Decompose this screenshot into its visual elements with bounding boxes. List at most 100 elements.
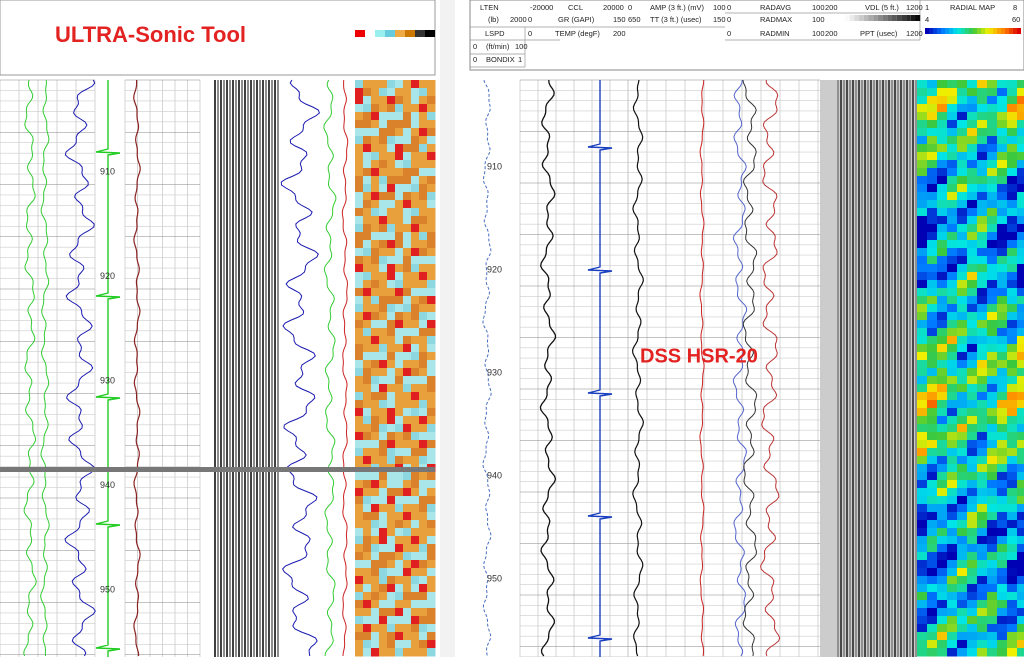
amplitude-map-cell	[371, 96, 380, 105]
amplitude-map-cell	[403, 248, 412, 257]
amplitude-map-cell	[363, 640, 372, 649]
radial-map-cell	[957, 88, 968, 97]
amplitude-map-cell	[371, 640, 380, 649]
radial-map-cell	[967, 208, 978, 217]
amplitude-map-cell	[395, 192, 404, 201]
radial-map-cell	[987, 504, 998, 513]
amplitude-map-cell	[403, 504, 412, 513]
radial-map-cell	[957, 248, 968, 257]
amplitude-map-cell	[379, 456, 388, 465]
radial-map-cell	[997, 280, 1008, 289]
radial-map-cell	[937, 416, 948, 425]
radial-map-cell	[1017, 216, 1024, 225]
radial-map-cell	[957, 120, 968, 129]
radial-map-cell	[1007, 440, 1018, 449]
amplitude-map-cell	[427, 296, 436, 305]
amplitude-map-cell	[371, 528, 380, 537]
amplitude-map-cell	[403, 576, 412, 585]
radial-map-cell	[927, 104, 938, 113]
amplitude-map-cell	[403, 168, 412, 177]
amplitude-map-cell	[395, 208, 404, 217]
radial-map-cell	[917, 568, 928, 577]
radial-map-cell	[957, 608, 968, 617]
radial-map-cell	[977, 520, 988, 529]
amplitude-map-cell	[403, 416, 412, 425]
amplitude-map-cell	[419, 200, 428, 209]
radial-map-cell	[957, 192, 968, 201]
amplitude-map-cell	[419, 504, 428, 513]
tool-label: DSS HSR-20	[640, 345, 758, 367]
amplitude-map-cell	[387, 536, 396, 545]
amplitude-map-cell	[427, 328, 436, 337]
radial-map-cell	[957, 344, 968, 353]
radial-map-cell	[957, 112, 968, 121]
radial-map-cell	[987, 376, 998, 385]
radial-map-cell	[977, 152, 988, 161]
header-cell: 0	[528, 15, 532, 24]
amplitude-map-cell	[411, 112, 420, 121]
radial-map-cell	[1007, 432, 1018, 441]
radial-map-cell	[967, 432, 978, 441]
amplitude-map-cell	[427, 440, 436, 449]
amplitude-map-cell	[387, 200, 396, 209]
radial-map-cell	[917, 192, 928, 201]
amplitude-map-cell	[355, 376, 364, 385]
radial-map-cell	[997, 96, 1008, 105]
amplitude-map-cell	[387, 552, 396, 561]
amplitude-map-cell	[427, 528, 436, 537]
radial-map-cell	[977, 328, 988, 337]
amplitude-map-cell	[379, 144, 388, 153]
radial-map-cell	[1007, 480, 1018, 489]
radial-map-cell	[997, 592, 1008, 601]
radial-map-cell	[1007, 464, 1018, 473]
amplitude-map-cell	[395, 424, 404, 433]
amplitude-map-cell	[363, 544, 372, 553]
radial-map-cell	[967, 280, 978, 289]
amplitude-map-cell	[371, 352, 380, 361]
amplitude-map-cell	[403, 528, 412, 537]
radial-map-cell	[917, 424, 928, 433]
amplitude-map-cell	[371, 296, 380, 305]
amplitude-map-cell	[395, 312, 404, 321]
radial-map-cell	[1017, 144, 1024, 153]
radial-map-cell	[1007, 512, 1018, 521]
radial-map-cell	[967, 216, 978, 225]
radial-map-cell	[927, 312, 938, 321]
amplitude-map-cell	[411, 288, 420, 297]
amplitude-map-cell	[403, 288, 412, 297]
radial-map-cell	[987, 344, 998, 353]
radial-map-cell	[1007, 208, 1018, 217]
radial-map-cell	[927, 248, 938, 257]
colorbar-cell	[901, 15, 907, 21]
radial-map-cell	[977, 600, 988, 609]
amplitude-map-cell	[387, 528, 396, 537]
radial-map-cell	[967, 152, 978, 161]
radial-map-cell	[1017, 240, 1024, 249]
radial-map-cell	[957, 152, 968, 161]
amplitude-map-cell	[419, 400, 428, 409]
radial-map-cell	[957, 464, 968, 473]
radial-map-cell	[967, 616, 978, 625]
radial-map-cell	[917, 312, 928, 321]
amplitude-map-cell	[371, 608, 380, 617]
radial-map-cell	[987, 568, 998, 577]
radial-map-cell	[957, 552, 968, 561]
radial-map-cell	[917, 232, 928, 241]
radial-map-cell	[917, 456, 928, 465]
radial-map-cell	[947, 192, 958, 201]
radial-map-cell	[957, 376, 968, 385]
radial-map-cell	[957, 456, 968, 465]
radial-map-cell	[917, 584, 928, 593]
amplitude-map-cell	[411, 432, 420, 441]
radial-map-cell	[927, 632, 938, 641]
amplitude-map-cell	[411, 280, 420, 289]
amplitude-map-cell	[395, 568, 404, 577]
radial-map-cell	[1017, 232, 1024, 241]
amplitude-map-cell	[427, 136, 436, 145]
radial-map-cell	[917, 240, 928, 249]
radial-map-cell	[997, 168, 1008, 177]
amplitude-map-cell	[395, 648, 404, 657]
log-curve	[699, 79, 705, 657]
radial-map-cell	[997, 128, 1008, 137]
radial-map-cell	[967, 528, 978, 537]
